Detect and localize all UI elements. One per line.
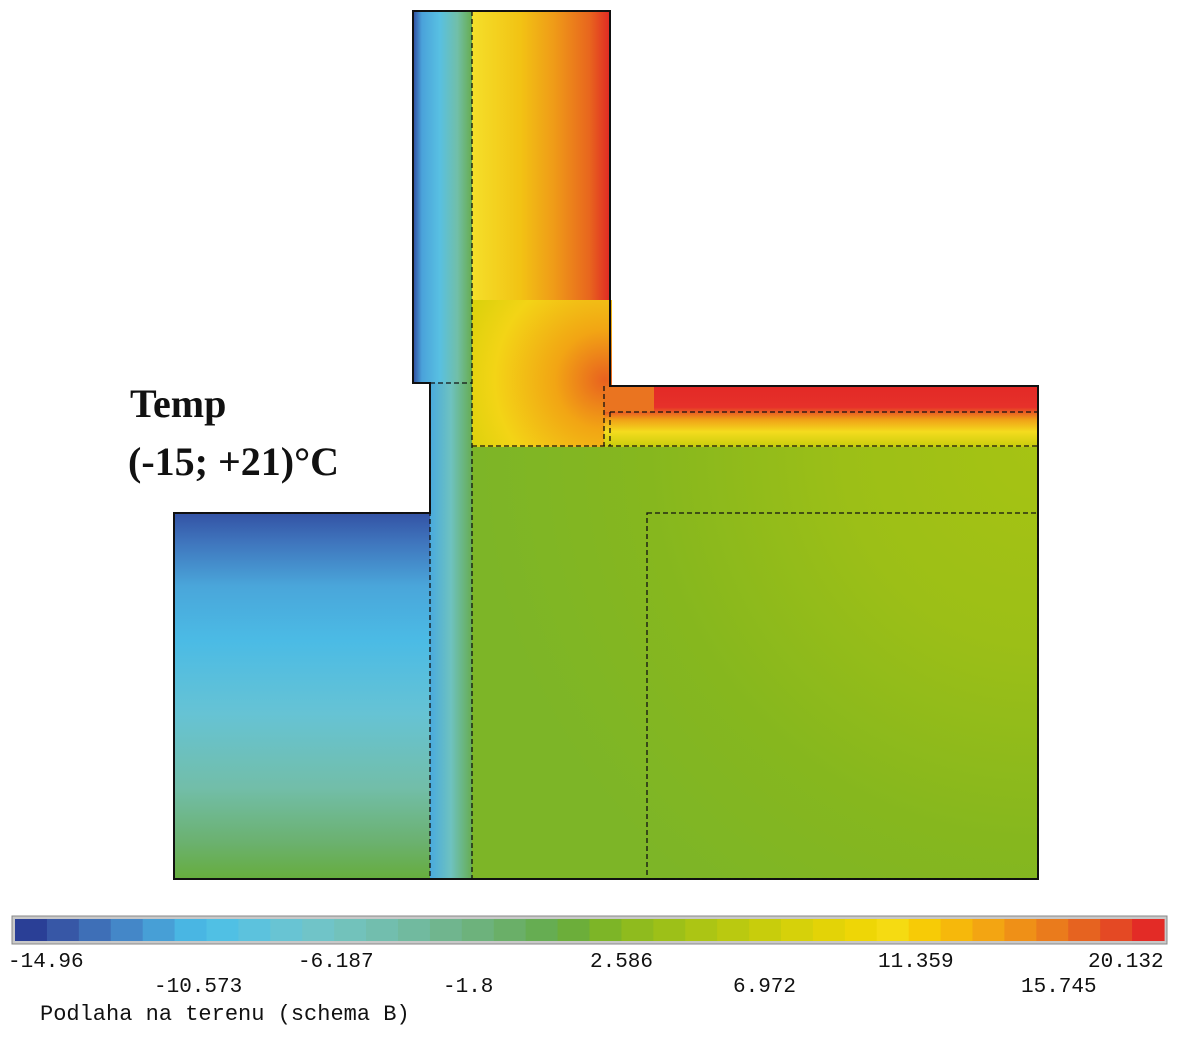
ground-region xyxy=(472,446,1038,879)
colorbar-swatch xyxy=(940,919,974,941)
colorbar-swatch xyxy=(1100,919,1133,941)
wall-corner-blend xyxy=(472,300,612,447)
colorbar-tick: 6.972 xyxy=(733,976,797,999)
colorbar-swatch xyxy=(398,919,431,941)
colorbar-swatch xyxy=(110,919,144,941)
colorbar-swatch xyxy=(270,919,303,941)
colorbar-swatch xyxy=(15,919,48,941)
colorbar-swatch xyxy=(1068,919,1101,941)
colorbar-swatch xyxy=(78,919,112,941)
colorbar-tick: -14.96 xyxy=(8,951,84,974)
colorbar-swatch xyxy=(972,919,1006,941)
colorbar-tick: -6.187 xyxy=(298,951,374,974)
colorbar-swatch xyxy=(302,919,335,941)
colorbar-tick: -1.8 xyxy=(443,976,494,999)
colorbar-tick: 15.745 xyxy=(1021,976,1097,999)
colorbar-swatch xyxy=(557,919,591,941)
colorbar-swatch xyxy=(461,919,495,941)
colorbar-swatch xyxy=(238,919,271,941)
external-insulation xyxy=(413,11,472,383)
perimeter-insulation xyxy=(430,381,472,879)
exterior-soil-block xyxy=(174,513,430,879)
colorbar-swatch xyxy=(876,919,910,941)
material-boundaries xyxy=(174,10,1039,880)
colorbar-tick: 2.586 xyxy=(590,951,654,974)
colorbar-swatch xyxy=(493,919,527,941)
region-outlines xyxy=(173,10,1039,880)
floor-slab-edge xyxy=(604,386,654,412)
colorbar-swatch xyxy=(749,919,782,941)
colorbar-swatch xyxy=(174,919,208,941)
colorbar xyxy=(15,919,1165,941)
colorbar-swatch xyxy=(366,919,399,941)
colorbar-tick: 11.359 xyxy=(878,951,954,974)
colorbar-swatch xyxy=(1132,919,1165,941)
colorbar-swatch xyxy=(525,919,559,941)
plot-title-line1: Temp xyxy=(130,381,227,426)
colorbar-swatch xyxy=(685,919,718,941)
colorbar-swatch xyxy=(908,919,942,941)
colorbar-tick: 20.132 xyxy=(1088,951,1164,974)
colorbar-swatch xyxy=(46,919,80,941)
colorbar-swatch xyxy=(1036,919,1069,941)
colorbar-swatch xyxy=(429,919,463,941)
colorbar-swatch xyxy=(781,919,814,941)
figure-caption: Podlaha na terenu (schema B) xyxy=(40,1002,410,1027)
plot-title-line2: (-15; +21)°C xyxy=(128,439,339,484)
colorbar-swatch xyxy=(717,919,750,941)
floor-slab xyxy=(604,386,1038,447)
colorbar-swatch xyxy=(1004,919,1037,941)
colorbar-swatch xyxy=(812,919,846,941)
colorbar-swatch xyxy=(589,919,623,941)
colorbar-swatch xyxy=(206,919,240,941)
colorbar-swatch xyxy=(653,919,686,941)
colorbar-tick: -10.573 xyxy=(154,976,243,999)
colorbar-swatch xyxy=(334,919,367,941)
colorbar-swatch xyxy=(142,919,176,941)
colorbar-swatch xyxy=(844,919,878,941)
colorbar-swatch xyxy=(621,919,654,941)
